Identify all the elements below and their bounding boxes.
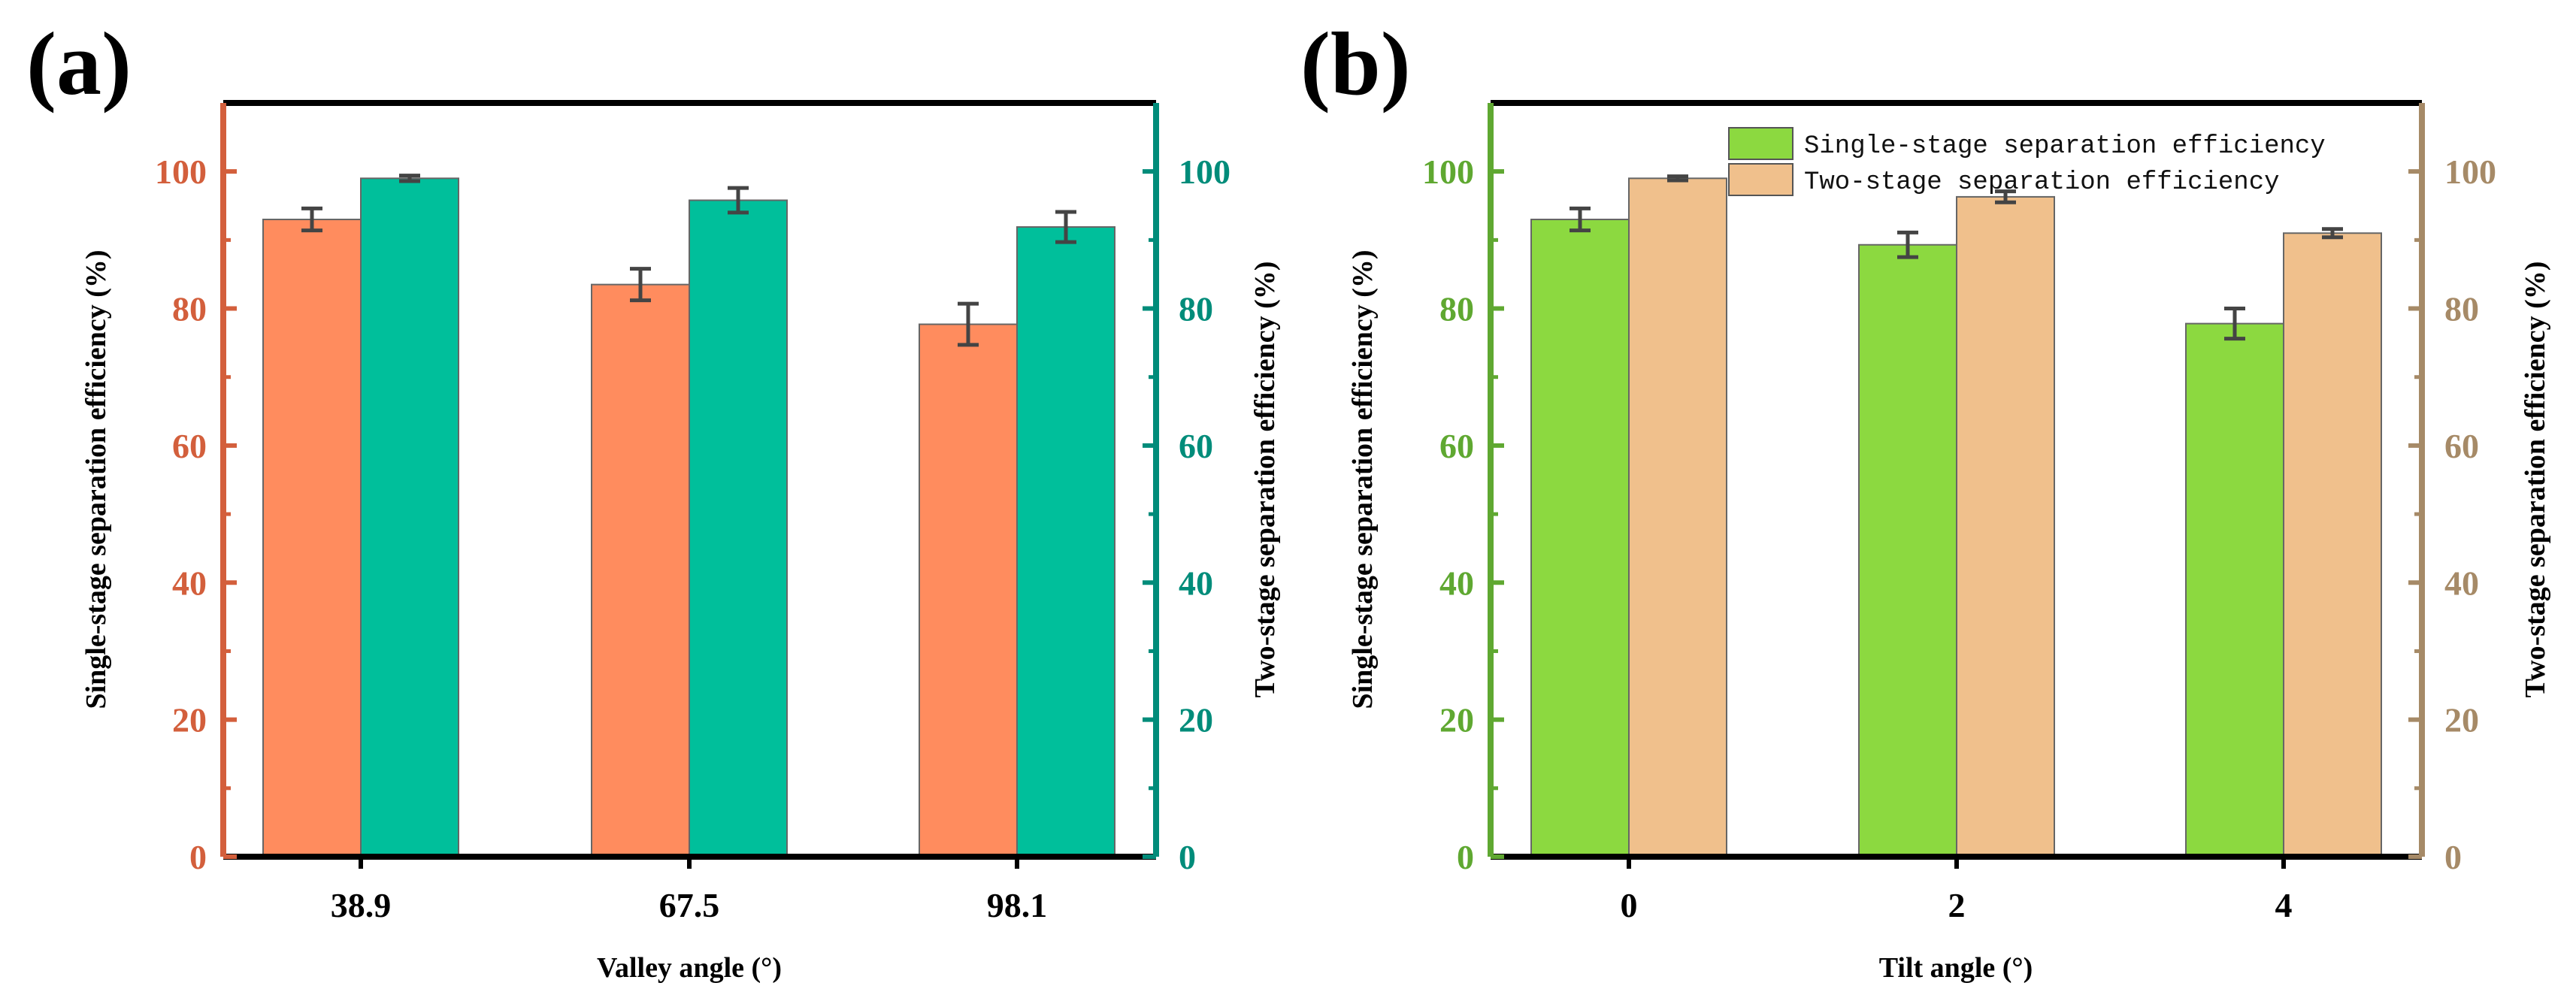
panel-a-y-right-title: Two-stage separation efficiency (%)	[1249, 262, 1281, 698]
bar-two-stage-67.5	[689, 199, 788, 857]
bar-two-stage-4	[2283, 232, 2382, 857]
bar-single-stage-4	[2185, 322, 2284, 857]
right-tick-label-0: 0	[1179, 838, 1196, 876]
panel-a-bars	[262, 174, 1115, 858]
right-tick-label-0: 0	[2444, 838, 2462, 876]
left-tick-label-80: 80	[1439, 290, 1474, 328]
right-tick-label-20: 20	[1179, 701, 1213, 739]
panel-a: (a) 0 20 40 60 80 100 0 20 40 60 80 100 38.9 67.5 98…	[26, 14, 1281, 984]
panel-b-x-title: Tilt angle (°)	[1879, 952, 2033, 984]
category-label-4: 4	[2275, 886, 2293, 924]
right-tick-label-80: 80	[2444, 290, 2479, 328]
category-label-38.9: 38.9	[331, 886, 392, 924]
left-tick-label-20: 20	[172, 701, 207, 739]
left-tick-label-20: 20	[1439, 701, 1474, 739]
legend-label-single-stage: Single-stage separation efficiency	[1804, 132, 2326, 161]
panel-a-category-ticks: 38.9 67.5 98.1	[331, 857, 1048, 924]
left-tick-label-60: 60	[1439, 427, 1474, 465]
bar-two-stage-98.1	[1016, 226, 1115, 858]
panel-a-right-ticks: 0 20 40 60 80 100	[1143, 153, 1230, 876]
panel-b: (b) 0 20 40 60 80 100 0 20 40 60 80 100 0 2 4 Single…	[1300, 14, 2551, 984]
bar-single-stage-0	[1530, 219, 1630, 857]
bar-single-stage-2	[1858, 243, 1957, 858]
panel-a-left-ticks: 0 20 40 60 80 100	[155, 153, 237, 876]
bar-two-stage-38.9	[360, 177, 459, 858]
bar-single-stage-67.5	[591, 283, 690, 857]
panel-b-y-right-title: Two-stage separation efficiency (%)	[2520, 262, 2551, 698]
bar-two-stage-2	[1956, 195, 2055, 858]
legend-label-two-stage: Two-stage separation efficiency	[1804, 168, 2280, 197]
bar-single-stage-98.1	[919, 323, 1018, 857]
right-tick-label-40: 40	[1179, 564, 1213, 602]
panel-b-label: (b)	[1300, 14, 1411, 113]
left-tick-label-0: 0	[189, 838, 207, 876]
panel-b-y-left-title: Single-stage separation efficiency (%)	[1347, 249, 1379, 709]
panel-b-bars	[1530, 174, 2382, 858]
category-label-2: 2	[1948, 886, 1966, 924]
right-tick-label-100: 100	[2444, 153, 2496, 191]
category-label-98.1: 98.1	[987, 886, 1048, 924]
panel-b-right-ticks: 0 20 40 60 80 100	[2408, 153, 2496, 876]
legend-swatch-single-stage	[1728, 127, 1794, 160]
right-tick-label-60: 60	[2444, 427, 2479, 465]
right-tick-label-40: 40	[2444, 564, 2479, 602]
left-tick-label-40: 40	[1439, 564, 1474, 602]
left-tick-label-40: 40	[172, 564, 207, 602]
right-tick-label-60: 60	[1179, 427, 1213, 465]
bar-two-stage-0	[1628, 177, 1727, 858]
panel-a-y-left-title: Single-stage separation efficiency (%)	[80, 249, 112, 709]
left-tick-label-0: 0	[1457, 838, 1474, 876]
category-label-67.5: 67.5	[659, 886, 720, 924]
right-tick-label-20: 20	[2444, 701, 2479, 739]
panel-a-x-title: Valley angle (°)	[597, 952, 782, 984]
left-tick-label-60: 60	[172, 427, 207, 465]
left-tick-label-100: 100	[1422, 153, 1474, 191]
panel-b-legend: Single-stage separation efficiency Two-s…	[1728, 127, 2326, 197]
right-tick-label-80: 80	[1179, 290, 1213, 328]
right-tick-label-100: 100	[1179, 153, 1230, 191]
panel-b-category-ticks: 0 2 4	[1621, 857, 2293, 924]
left-tick-label-80: 80	[172, 290, 207, 328]
panel-a-label: (a)	[26, 14, 132, 113]
bar-single-stage-38.9	[262, 219, 362, 857]
panel-b-left-ticks: 0 20 40 60 80 100	[1422, 153, 1504, 876]
category-label-0: 0	[1621, 886, 1638, 924]
legend-swatch-two-stage	[1728, 163, 1794, 196]
left-tick-label-100: 100	[155, 153, 207, 191]
